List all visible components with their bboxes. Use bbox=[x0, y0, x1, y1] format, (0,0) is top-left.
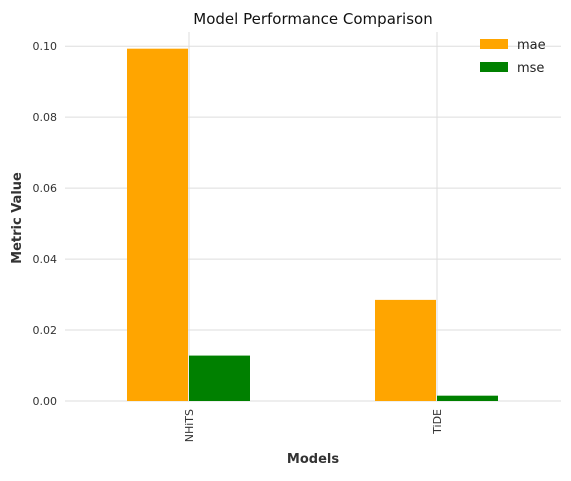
bar-mae-TiDE bbox=[375, 299, 436, 401]
x-tick-label: NHiTS bbox=[183, 409, 196, 442]
x-tick-label: TiDE bbox=[431, 409, 444, 435]
legend-swatch-mae bbox=[480, 39, 508, 49]
bar-mse-NHiTS bbox=[189, 355, 250, 401]
y-tick-label: 0.00 bbox=[33, 395, 58, 408]
y-axis-ticks: 0.00 0.02 0.04 0.06 0.08 0.10 bbox=[33, 40, 58, 408]
legend-label-mae: mae bbox=[517, 38, 546, 53]
y-tick-label: 0.06 bbox=[33, 182, 58, 195]
y-tick-label: 0.08 bbox=[33, 111, 58, 124]
y-tick-label: 0.02 bbox=[33, 324, 58, 337]
chart-title: Model Performance Comparison bbox=[193, 10, 432, 28]
y-tick-label: 0.04 bbox=[33, 253, 58, 266]
bar-mae-NHiTS bbox=[127, 48, 188, 401]
y-axis-title: Metric Value bbox=[10, 172, 25, 264]
legend: mae mse bbox=[480, 38, 546, 76]
x-axis-ticks: NHiTS TiDE bbox=[183, 409, 444, 442]
legend-swatch-mse bbox=[480, 62, 508, 72]
legend-label-mse: mse bbox=[517, 61, 544, 76]
y-tick-label: 0.10 bbox=[33, 40, 58, 53]
x-axis-title: Models bbox=[287, 452, 339, 467]
bar-mse-TiDE bbox=[437, 395, 498, 401]
bars bbox=[127, 48, 498, 401]
